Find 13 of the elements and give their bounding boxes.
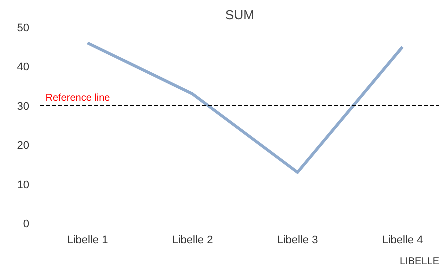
x-tick-label: Libelle 1 — [67, 234, 108, 246]
y-tick-label: 10 — [17, 179, 30, 192]
ref-line-label: Reference line — [46, 92, 111, 104]
y-tick-label: 0 — [23, 218, 30, 230]
x-axis-title: LIBELLE — [400, 256, 440, 268]
x-tick-label: Libelle 2 — [172, 234, 214, 246]
y-tick-label: 40 — [17, 62, 30, 74]
x-tick-label: Libelle 4 — [382, 234, 424, 246]
y-tick-label: 30 — [17, 100, 30, 113]
x-tick-label: Libelle 3 — [277, 234, 318, 246]
y-tick-label: 20 — [17, 140, 30, 152]
chart-title: SUM — [226, 8, 254, 22]
y-tick-label: 50 — [17, 22, 30, 34]
